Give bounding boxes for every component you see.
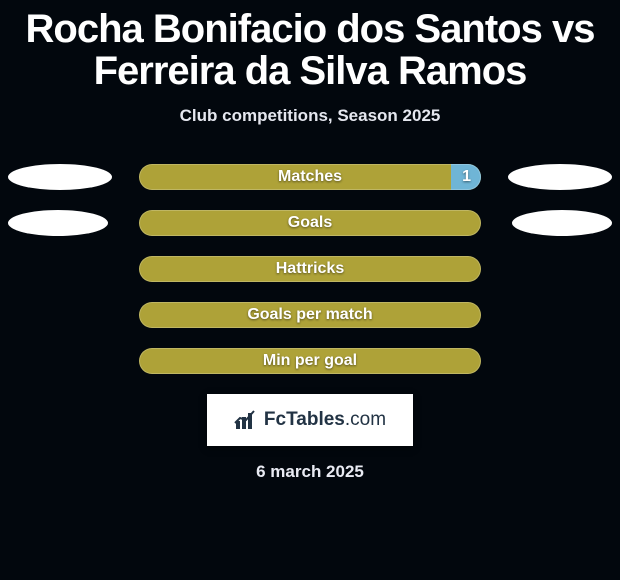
footer-date: 6 march 2025: [0, 462, 620, 482]
stat-bar: Goals: [139, 210, 481, 236]
stat-bar: Hattricks: [139, 256, 481, 282]
stat-ellipse-right: [508, 164, 612, 190]
stat-row: Hattricks: [0, 256, 620, 282]
stat-bar: Goals per match: [139, 302, 481, 328]
stat-bar-label: Goals: [139, 210, 481, 236]
logo-text-domain: .com: [345, 409, 386, 430]
stat-ellipse-left: [8, 210, 108, 236]
stat-bar: Min per goal: [139, 348, 481, 374]
stat-ellipse-right: [512, 210, 612, 236]
chart-icon: [234, 409, 260, 431]
logo-text-main: FcTables: [264, 409, 345, 430]
stat-bar-label: Goals per match: [139, 302, 481, 328]
stat-row: Goals per match: [0, 302, 620, 328]
stat-row: Min per goal: [0, 348, 620, 374]
stat-bar-label: Min per goal: [139, 348, 481, 374]
logo-text: FcTables.com: [264, 409, 386, 431]
stat-row: Goals: [0, 210, 620, 236]
stat-bar-label: Matches: [139, 164, 481, 190]
page-title: Rocha Bonifacio dos Santos vs Ferreira d…: [0, 0, 620, 92]
stat-bar: Matches1: [139, 164, 481, 190]
logo-plate: FcTables.com: [207, 394, 413, 446]
stats-area: Matches1 Goals Hattricks Goals per match Min…: [0, 164, 620, 374]
stat-bar-label: Hattricks: [139, 256, 481, 282]
stat-bar-value-right: 1: [462, 164, 471, 190]
subtitle: Club competitions, Season 2025: [0, 106, 620, 126]
stat-ellipse-left: [8, 164, 112, 190]
stat-row: Matches1: [0, 164, 620, 190]
